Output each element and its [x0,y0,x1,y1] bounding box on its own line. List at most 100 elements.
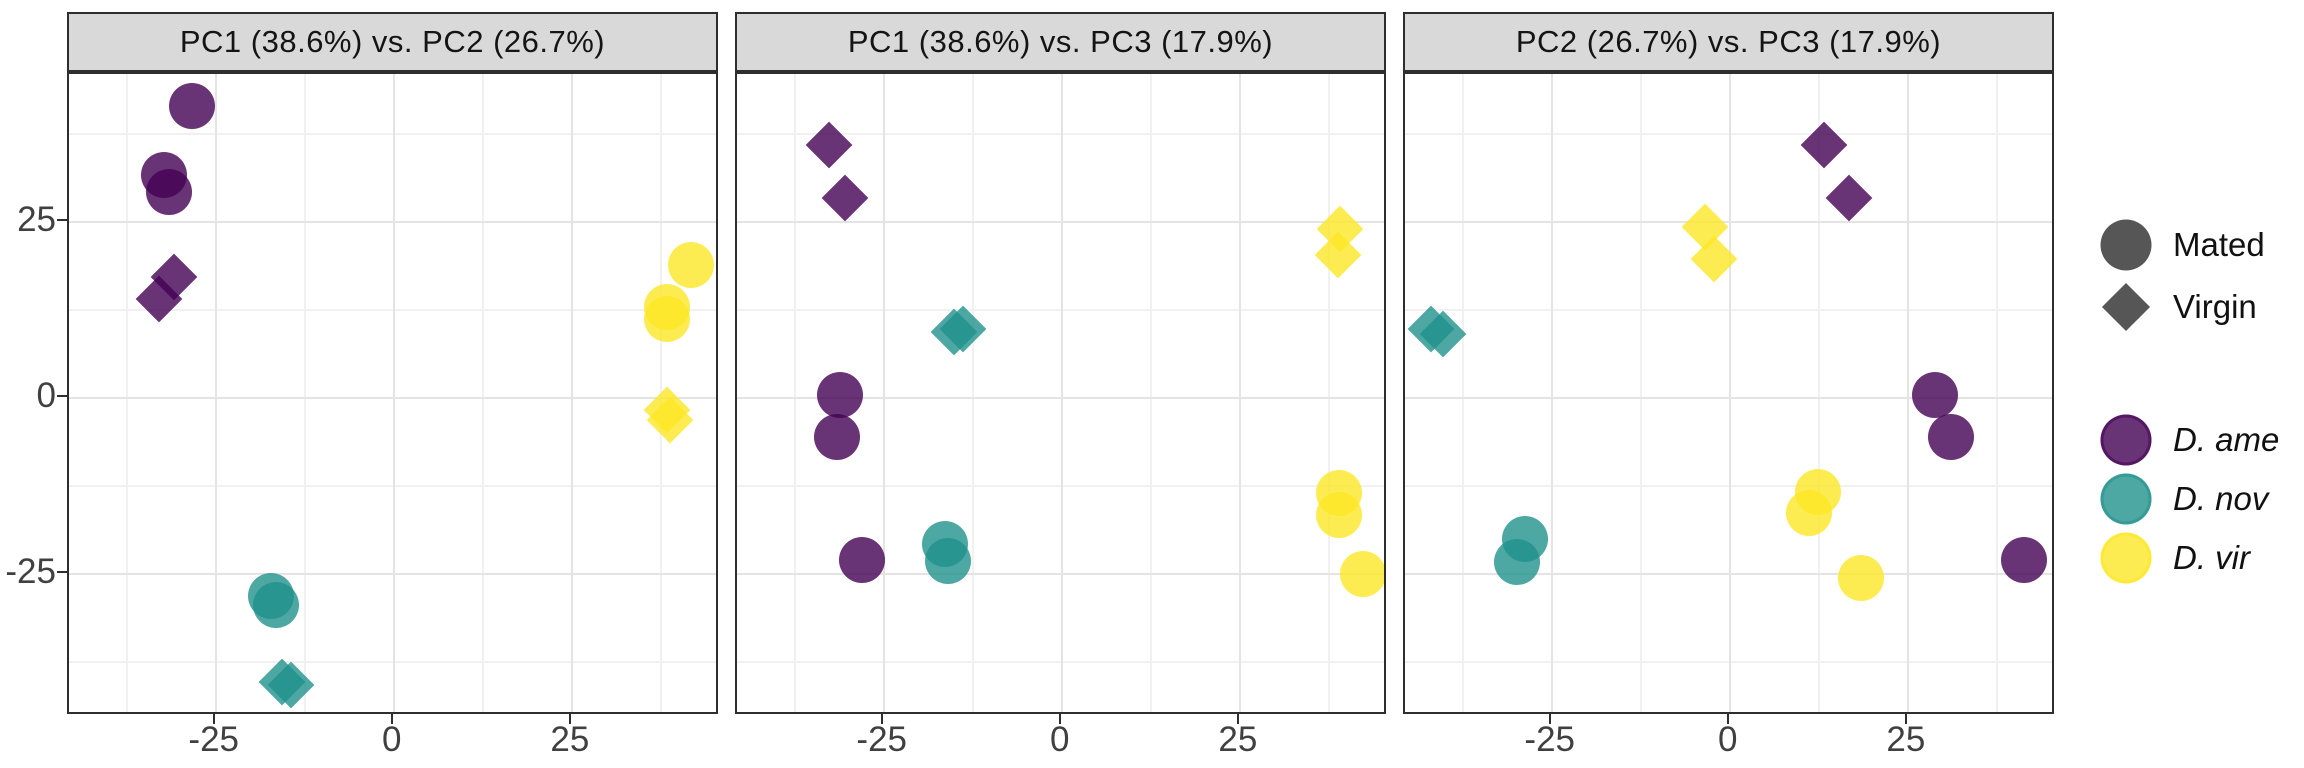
gridline-major-v [1906,74,1909,712]
legend-label-d-nov: D. nov [2173,480,2269,517]
x-tick-label: 25 [1886,720,1926,759]
legend-key-d-nov-icon [2100,473,2152,525]
panel-pc2-pc3 [1403,72,2054,714]
y-tick-mark [57,394,67,397]
legend-key-virgin-diamond-icon [2101,282,2151,332]
gridline-minor-h [69,308,716,311]
point-d--ame-mated [145,168,192,215]
panel-pc1-pc2 [67,72,718,714]
point-d--ame-virgin [805,121,853,169]
gridline-major-h [69,220,716,223]
gridline-major-v [214,74,217,712]
gridline-major-h [737,396,1384,399]
point-d--vir-mated [1340,550,1384,597]
facet-strip-pc1-pc3: PC1 (38.6%) vs. PC3 (17.9%) [735,12,1386,72]
gridline-major-v [1550,74,1553,712]
facet-title: PC1 (38.6%) vs. PC3 (17.9%) [847,24,1274,59]
x-tick-mark [212,714,215,724]
gridline-major-h [1405,572,2052,575]
y-tick-mark [57,570,67,573]
gridline-major-v [570,74,573,712]
point-d--ame-mated [1927,413,1974,460]
facet-title: PC1 (38.6%) vs. PC2 (26.7%) [179,24,606,59]
legend-label-virgin: Virgin [2173,288,2257,325]
gridline-minor-v [1149,74,1152,712]
gridline-minor-h [1405,484,2052,487]
legend-key-d-vir-icon [2100,532,2152,584]
gridline-minor-h [737,484,1384,487]
gridline-minor-v [125,74,128,712]
point-d--vir-mated [1315,491,1362,538]
gridline-major-h [69,572,716,575]
point-d--nov-mated [252,581,299,628]
x-tick-mark [1058,714,1061,724]
gridline-minor-h [737,660,1384,663]
x-tick-mark [568,714,571,724]
point-d--ame-virgin [821,174,868,222]
gridline-minor-h [69,484,716,487]
x-tick-label: 25 [1218,720,1258,759]
gridline-minor-v [971,74,974,712]
x-tick-mark [390,714,393,724]
point-d--vir-mated [1785,490,1832,537]
legend-key-d-ame-icon [2100,414,2152,466]
facet-title: PC2 (26.7%) vs. PC3 (17.9%) [1515,24,1942,59]
y-tick-label: -25 [5,551,56,591]
gridline-minor-v [1639,74,1642,712]
point-d--nov-mated [924,538,971,585]
gridline-minor-h [69,132,716,135]
gridline-minor-h [1405,132,2052,135]
gridline-major-v [392,74,395,712]
gridline-major-h [737,572,1384,575]
gridline-major-v [1238,74,1241,712]
x-tick-label: -25 [188,720,240,759]
gridline-major-v [1728,74,1731,712]
point-d--ame-virgin [1825,174,1873,222]
gridline-major-h [69,396,716,399]
gridline-major-v [882,74,885,712]
x-tick-label: 0 [1718,720,1738,759]
gridline-minor-h [69,660,716,663]
gridline-minor-h [737,132,1384,135]
gridline-major-h [737,220,1384,223]
point-d--vir-virgin [1314,231,1362,279]
y-tick-mark [57,218,67,221]
gridline-minor-h [1405,660,2052,663]
point-d--ame-mated [168,82,215,129]
x-tick-mark [880,714,883,724]
gridline-minor-v [481,74,484,712]
x-tick-mark [1904,714,1907,724]
x-tick-mark [1548,714,1551,724]
point-d--ame-mated [838,536,885,583]
point-d--vir-mated [643,295,690,342]
x-tick-label: 0 [382,720,402,759]
x-tick-label: 0 [1050,720,1070,759]
x-tick-label: 25 [550,720,590,759]
x-tick-label: -25 [856,720,908,759]
y-tick-label: 0 [36,375,56,415]
gridline-minor-h [737,308,1384,311]
point-d--ame-mated [813,413,860,460]
gridline-major-h [1405,396,2052,399]
facet-strip-pc1-pc2: PC1 (38.6%) vs. PC2 (26.7%) [67,12,718,72]
gridline-minor-v [1817,74,1820,712]
x-tick-mark [1726,714,1729,724]
gridline-major-h [1405,220,2052,223]
y-tick-label: 25 [17,199,56,239]
legend-key-mated-circle-icon [2100,219,2152,271]
x-tick-label: -25 [1524,720,1576,759]
point-d--ame-virgin [1800,121,1848,169]
point-d--ame-mated [1911,372,1958,418]
point-d--vir-mated [1837,555,1884,602]
legend-label-mated: Mated [2173,226,2265,263]
gridline-minor-h [1405,308,2052,311]
gridline-minor-v [303,74,306,712]
x-tick-mark [1236,714,1239,724]
facet-strip-pc2-pc3: PC2 (26.7%) vs. PC3 (17.9%) [1403,12,2054,72]
gridline-minor-v [1461,74,1464,712]
gridline-minor-v [793,74,796,712]
point-d--ame-mated [2000,536,2047,583]
point-d--vir-mated [667,242,714,289]
legend-label-d-ame: D. ame [2173,421,2280,458]
